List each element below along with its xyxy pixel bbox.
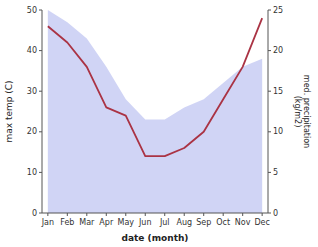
x-tick-label: Sep <box>196 218 211 227</box>
y2-tick <box>268 172 271 173</box>
x-tick-label: Jan <box>41 218 54 227</box>
y2-axis-label-line: med. precipitation <box>302 75 311 148</box>
y-tick-label: 50 <box>27 6 37 15</box>
y-tick <box>39 172 42 173</box>
x-tick-label: Jul <box>159 218 170 227</box>
y2-tick-label: 10 <box>273 127 283 136</box>
y-tick-label: 20 <box>27 127 37 136</box>
y2-tick-label: 5 <box>273 168 278 177</box>
y-tick <box>39 10 42 11</box>
y-tick-label: 40 <box>27 46 37 55</box>
x-axis-line <box>42 213 268 214</box>
x-tick-label: Aug <box>176 218 192 227</box>
y-axis-label: max temp (C) <box>4 80 14 142</box>
x-tick-label: Dec <box>254 218 269 227</box>
x-tick <box>262 213 263 216</box>
x-axis-label: date (month) <box>122 233 189 243</box>
x-tick <box>106 213 107 216</box>
x-tick <box>67 213 68 216</box>
x-tick <box>47 213 48 216</box>
y-tick <box>39 50 42 51</box>
y-tick <box>39 213 42 214</box>
y2-tick <box>268 10 271 11</box>
x-tick-label: May <box>118 218 135 227</box>
y-axis-line <box>42 10 43 213</box>
x-tick-label: Nov <box>235 218 251 227</box>
plot-area <box>48 10 262 213</box>
y2-tick-label: 25 <box>273 6 283 15</box>
chart: 0 10 20 30 40 50 0 5 10 15 20 25 Jan Feb Mar Apr MayJun J… <box>0 0 318 247</box>
x-tick <box>203 213 204 216</box>
x-tick <box>164 213 165 216</box>
y2-tick <box>268 131 271 132</box>
x-tick <box>223 213 224 216</box>
y-tick <box>39 131 42 132</box>
y-tick-label: 30 <box>27 87 37 96</box>
y2-tick <box>268 50 271 51</box>
x-tick <box>145 213 146 216</box>
x-tick-label: Jun <box>138 218 152 227</box>
x-tick <box>86 213 87 216</box>
y2-tick <box>268 213 271 214</box>
y-tick <box>39 91 42 92</box>
y2-tick-label: 15 <box>273 87 283 96</box>
y2-tick-label: 20 <box>273 46 283 55</box>
x-tick-label: Oct <box>216 218 230 227</box>
line <box>48 18 262 156</box>
x-tick-label: Apr <box>99 218 114 227</box>
y2-axis-label-line: (kg/m2) <box>293 96 302 128</box>
y2-axis-line <box>268 10 269 213</box>
x-tick <box>125 213 126 216</box>
x-tick-label: Feb <box>60 218 74 227</box>
area <box>48 10 262 213</box>
x-tick <box>242 213 243 216</box>
y2-tick <box>268 91 271 92</box>
y-tick-label: 0 <box>32 209 37 218</box>
y2-tick-label: 0 <box>273 209 278 218</box>
x-tick <box>184 213 185 216</box>
y2-axis-label: med. precipitation(kg/m2) <box>293 75 311 148</box>
y-tick-label: 10 <box>27 168 37 177</box>
x-tick-label: Mar <box>79 218 95 227</box>
